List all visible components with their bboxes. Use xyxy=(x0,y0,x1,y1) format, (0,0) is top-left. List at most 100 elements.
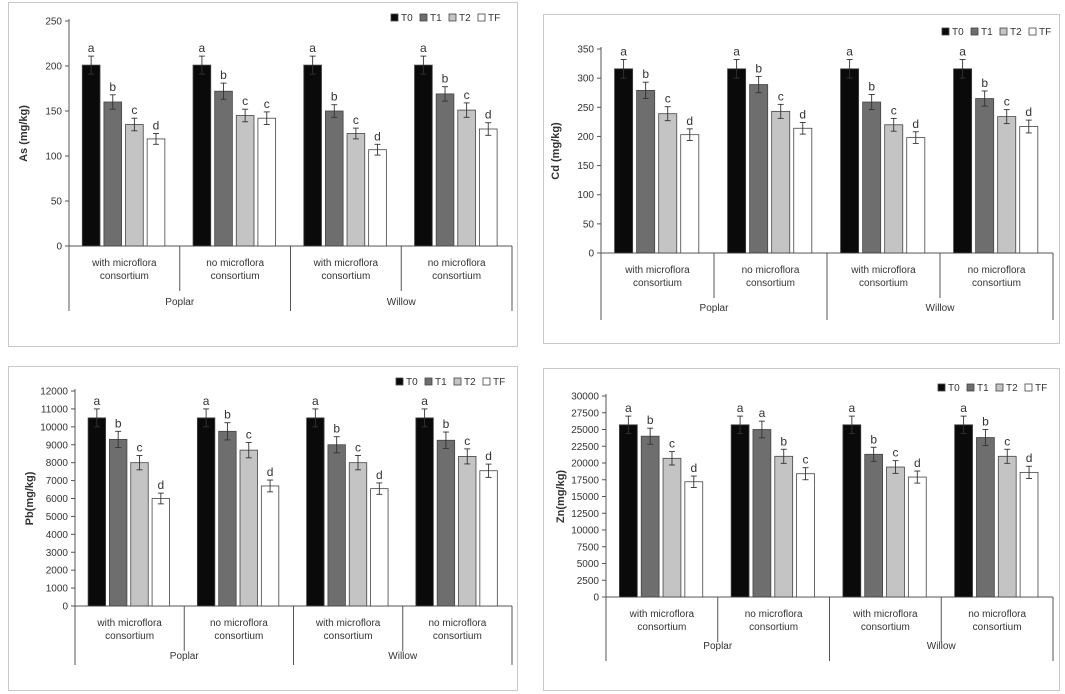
significance-letter: c xyxy=(131,103,137,117)
y-tick-label: 10000 xyxy=(571,526,599,537)
group-label: consortium xyxy=(324,631,373,642)
y-tick-label: 15000 xyxy=(571,492,599,503)
chart-pb-panel: 0 1000 2000 3000 4000 5000 6000 7000 8000 9000 100… xyxy=(8,366,518,691)
bar-t0 xyxy=(87,417,106,607)
bar-t2 xyxy=(771,110,791,254)
bar-tf xyxy=(257,117,277,247)
legend-label: T2 xyxy=(1010,27,1022,38)
y-tick-label: 22500 xyxy=(571,442,599,453)
bar-t1 xyxy=(214,90,233,247)
y-tick-label: 100 xyxy=(577,190,594,201)
bar-t1 xyxy=(752,429,772,598)
species-label: Poplar xyxy=(700,303,730,314)
group-label: no microflora xyxy=(210,618,268,629)
group-label: with microflora xyxy=(313,258,379,269)
y-tick-label: 150 xyxy=(45,107,62,118)
significance-letter: b xyxy=(220,68,227,82)
y-tick-label: 11000 xyxy=(41,404,69,415)
y-tick-label: 7500 xyxy=(577,542,600,553)
group-label: with microflora xyxy=(91,258,157,269)
bar-tf xyxy=(793,127,813,254)
group-label: no microflora xyxy=(745,609,803,620)
significance-letter: d xyxy=(914,456,921,470)
bar-t0 xyxy=(619,424,638,598)
significance-letter: b xyxy=(780,434,787,448)
significance-letter: a xyxy=(309,41,316,55)
significance-letter: c xyxy=(665,92,671,106)
y-tick-label: 0 xyxy=(56,242,62,253)
y-axis-label: Cd (mg/kg) xyxy=(550,122,562,180)
y-tick-label: 200 xyxy=(45,62,62,73)
significance-letter: b xyxy=(333,422,340,436)
species-label: Willow xyxy=(927,641,957,652)
chart-as-panel: 0 50 100 150 200 250 As (mg/kg) a b c d with microf… xyxy=(8,2,518,347)
bar-t0 xyxy=(953,68,973,254)
significance-letter: a xyxy=(199,41,206,55)
significance-letter: c xyxy=(891,103,897,117)
y-tick-label: 7000 xyxy=(46,476,69,487)
significance-letter: c xyxy=(1004,95,1010,109)
significance-letter: b xyxy=(755,61,762,75)
y-tick-label: 17500 xyxy=(571,475,599,486)
group-label: with microflora xyxy=(96,618,162,629)
y-tick-label: 4000 xyxy=(46,530,69,541)
y-tick-label: 3000 xyxy=(46,548,69,559)
bar-tf xyxy=(368,149,387,247)
group-label: consortium xyxy=(433,631,482,642)
bar-tf xyxy=(906,137,926,254)
group-label: consortium xyxy=(100,271,149,282)
bar-t0 xyxy=(81,64,101,247)
group-label: consortium xyxy=(859,278,908,289)
bar-tf xyxy=(680,134,700,254)
y-axis-label: Pb(mg/kg) xyxy=(24,471,36,525)
group-label: no microflora xyxy=(206,258,264,269)
legend-label: T0 xyxy=(401,13,413,24)
bar-tf xyxy=(151,498,170,607)
y-tick-label: 0 xyxy=(588,249,594,260)
legend-label: TF xyxy=(488,13,500,24)
legend-label: TF xyxy=(1035,383,1047,394)
significance-letter: c xyxy=(264,97,270,111)
significance-letter: a xyxy=(959,44,966,58)
significance-letter: a xyxy=(203,394,210,408)
significance-letter: d xyxy=(686,114,693,128)
significance-letter: c xyxy=(353,113,359,127)
chart-cd-panel: 0 50 100 150 200 250 300 350 Cd (mg/kg) a b c d with … xyxy=(543,14,1060,344)
bar-t2 xyxy=(235,115,255,247)
legend-swatch-t2 xyxy=(448,13,457,22)
group-label: with microflora xyxy=(629,609,695,620)
bar-tf xyxy=(907,476,927,598)
y-tick-label: 50 xyxy=(51,197,63,208)
significance-letter: a xyxy=(420,41,427,55)
group-label: with microflora xyxy=(852,609,918,620)
bar-t2 xyxy=(658,113,678,254)
y-tick-label: 0 xyxy=(593,593,599,604)
bar-tf xyxy=(684,481,704,598)
legend-label: T2 xyxy=(459,13,471,24)
bar-t2 xyxy=(457,109,476,247)
legend-label: T0 xyxy=(406,377,418,388)
significance-letter: c xyxy=(137,441,143,455)
significance-letter: c xyxy=(892,446,898,460)
y-tick-label: 1000 xyxy=(46,584,69,595)
y-tick-label: 6000 xyxy=(46,494,69,505)
significance-letter: c xyxy=(246,427,252,441)
bar-t1 xyxy=(864,453,884,598)
legend-label: T1 xyxy=(435,377,447,388)
group-label: consortium xyxy=(972,278,1021,289)
bar-tf xyxy=(146,138,166,247)
significance-letter: c xyxy=(1004,434,1010,448)
significance-letter: d xyxy=(374,129,381,143)
bar-tf xyxy=(1019,471,1039,598)
significance-letter: a xyxy=(849,401,856,415)
legend-swatch-tf xyxy=(1024,383,1033,392)
group-label: consortium xyxy=(637,622,686,633)
y-tick-label: 2000 xyxy=(46,566,69,577)
bar-t0 xyxy=(727,68,747,254)
significance-letter: b xyxy=(647,413,654,427)
species-label: Willow xyxy=(388,651,418,662)
significance-letter: d xyxy=(376,468,383,482)
bar-t2 xyxy=(997,116,1017,254)
significance-letter: b xyxy=(642,67,649,81)
bar-t0 xyxy=(614,68,634,254)
